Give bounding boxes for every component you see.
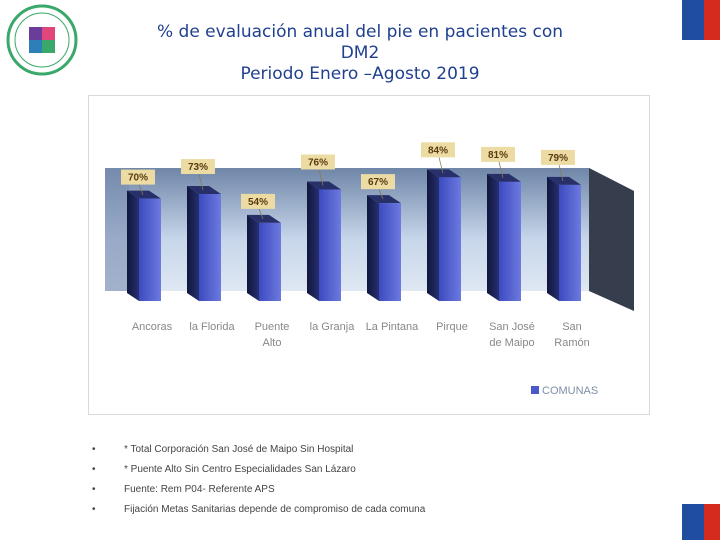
note-item: • * Total Corporación San José de Maipo S… <box>92 444 354 455</box>
value-label-box <box>481 146 515 162</box>
bar <box>139 198 161 301</box>
value-label: 54% <box>248 197 268 208</box>
bar-side <box>367 195 379 301</box>
label-leader-line <box>198 173 204 191</box>
bar-top <box>547 176 581 185</box>
label-leader-line <box>378 189 384 200</box>
bar-top <box>127 190 161 199</box>
bar-side <box>307 181 319 301</box>
bar-side <box>547 176 559 301</box>
slide-title: % de evaluación anual del pie en pacient… <box>110 22 610 85</box>
value-label: 73% <box>188 162 208 173</box>
category-label: de Maipo <box>489 337 534 349</box>
bar-top <box>487 173 521 182</box>
bar <box>559 184 581 301</box>
category-labels: Ancoras la Florida Puente Alto la Granja La P… <box>132 321 590 349</box>
bars-group: 70% 73% 54% 76% 67% 84% 81% 79% <box>121 142 581 301</box>
category-label: la Florida <box>189 321 235 333</box>
bar-top <box>367 195 401 204</box>
organization-logo <box>6 4 78 76</box>
value-label: 84% <box>428 145 448 156</box>
title-line-1: % de evaluación anual del pie en pacient… <box>156 22 564 42</box>
chile-flag-stripe-bottom <box>682 504 720 540</box>
category-label: Puente <box>255 321 290 333</box>
note-item: • Fijación Metas Sanitarias depende de co… <box>92 504 426 515</box>
plot-side-wall <box>589 168 634 311</box>
bar-side <box>487 173 499 301</box>
value-label: 81% <box>488 150 508 161</box>
bar <box>259 222 281 301</box>
category-label: Pirque <box>436 321 468 333</box>
value-label: 70% <box>128 173 148 184</box>
label-leader-line <box>438 157 444 174</box>
note-item: • * Puente Alto Sin Centro Especialidades… <box>92 464 356 475</box>
bar-side <box>427 169 439 301</box>
value-label-box <box>361 174 395 190</box>
category-label: San José <box>489 321 535 333</box>
bar-top <box>187 186 221 195</box>
legend-swatch <box>531 386 539 394</box>
bar-top <box>247 214 281 223</box>
bar <box>499 181 521 301</box>
title-line-3: Periodo Enero –Agosto 2019 <box>240 64 480 84</box>
value-label: 76% <box>308 157 328 168</box>
value-label-box <box>121 169 155 185</box>
notes-list: • * Total Corporación San José de Maipo S… <box>92 444 432 524</box>
value-label-box <box>301 154 335 170</box>
bar <box>199 194 221 301</box>
label-leader-line <box>558 164 564 182</box>
value-label: 67% <box>368 177 388 188</box>
title-line-2: DM2 <box>340 43 380 63</box>
chart-container: 70% 73% 54% 76% 67% 84% 81% 79% Ancoras la Flori… <box>88 95 650 415</box>
category-label: la Granja <box>310 321 356 333</box>
category-label: Alto <box>263 337 282 349</box>
bar-chart: 70% 73% 54% 76% 67% 84% 81% 79% Ancoras la Flori… <box>105 142 634 397</box>
label-leader-line <box>318 169 324 186</box>
value-label-box <box>421 142 455 158</box>
legend-label: COMUNAS <box>542 385 598 397</box>
chile-flag-stripe-top <box>682 0 720 40</box>
value-label-box <box>541 149 575 165</box>
bar-side <box>247 214 259 301</box>
legend: COMUNAS <box>531 385 598 397</box>
bar-top <box>427 169 461 178</box>
value-label-box <box>181 159 215 175</box>
note-item: • Fuente: Rem P04- Referente APS <box>92 484 275 495</box>
category-label: San <box>562 321 582 333</box>
label-leader-line <box>138 184 144 195</box>
bar <box>439 177 461 301</box>
category-label: La Pintana <box>366 321 419 333</box>
label-leader-line <box>498 161 504 178</box>
plot-left-wall <box>105 168 129 291</box>
category-label: Ancoras <box>132 321 173 333</box>
bar-side <box>127 190 139 301</box>
bar <box>379 203 401 301</box>
value-label-box <box>241 193 275 209</box>
bar-side <box>187 186 199 301</box>
label-leader-line <box>258 208 264 220</box>
category-label: Ramón <box>554 337 589 349</box>
value-label: 79% <box>548 153 568 164</box>
bar-top <box>307 181 341 190</box>
bar <box>319 189 341 301</box>
